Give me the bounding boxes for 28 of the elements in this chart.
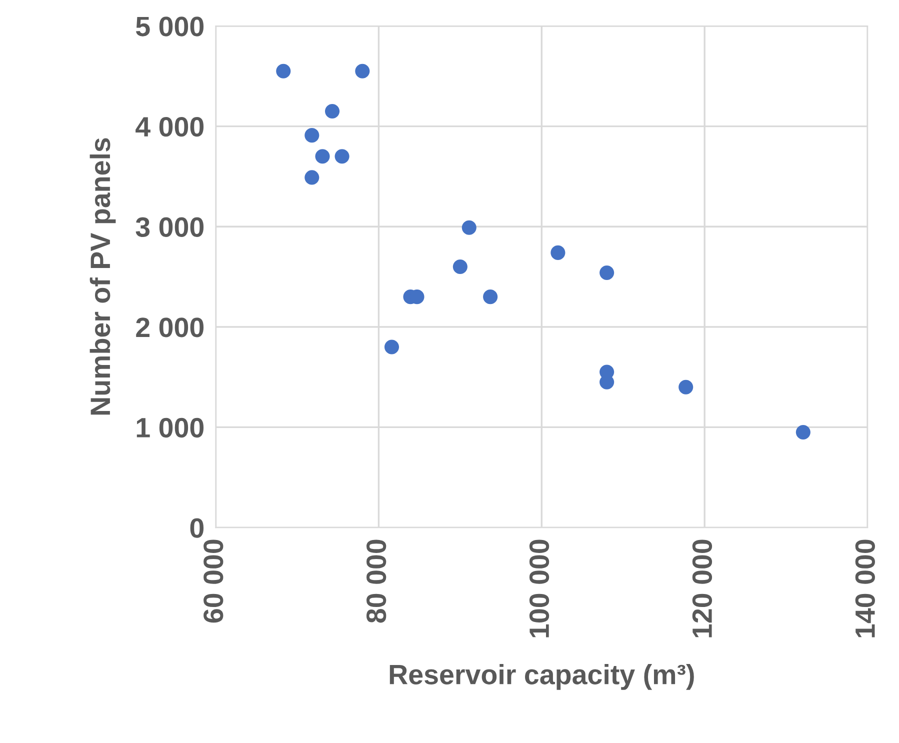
x-tick-label: 100 000: [529, 540, 550, 638]
y-tick-label: 0: [190, 518, 204, 538]
point: [462, 220, 476, 235]
point: [550, 245, 566, 260]
point: [483, 290, 498, 304]
point: [276, 64, 291, 78]
y-axis-title: Number of PV panels: [90, 138, 116, 415]
y-tick-label: 5 000: [136, 16, 204, 36]
point: [355, 64, 370, 78]
x-tick-label: 80 000: [366, 540, 386, 623]
point: [304, 170, 320, 185]
y-tick-label: 3 000: [136, 217, 204, 237]
x-axis-title: Reservoir capacity (m³): [390, 664, 694, 690]
y-tick-label: 2 000: [136, 318, 204, 338]
point: [304, 128, 320, 143]
point: [324, 104, 340, 119]
point: [384, 340, 400, 354]
y-tick-label: 1 000: [136, 418, 204, 438]
point: [678, 380, 694, 394]
point: [315, 149, 330, 164]
x-tick-label: 140 000: [855, 540, 875, 638]
y-tick-label: 4 000: [136, 116, 204, 137]
point: [452, 259, 468, 274]
x-tick-label: 60 000: [204, 540, 224, 623]
point: [334, 149, 350, 164]
point: [796, 424, 810, 440]
x-tick-label: 120 000: [692, 540, 712, 638]
point: [600, 265, 614, 280]
